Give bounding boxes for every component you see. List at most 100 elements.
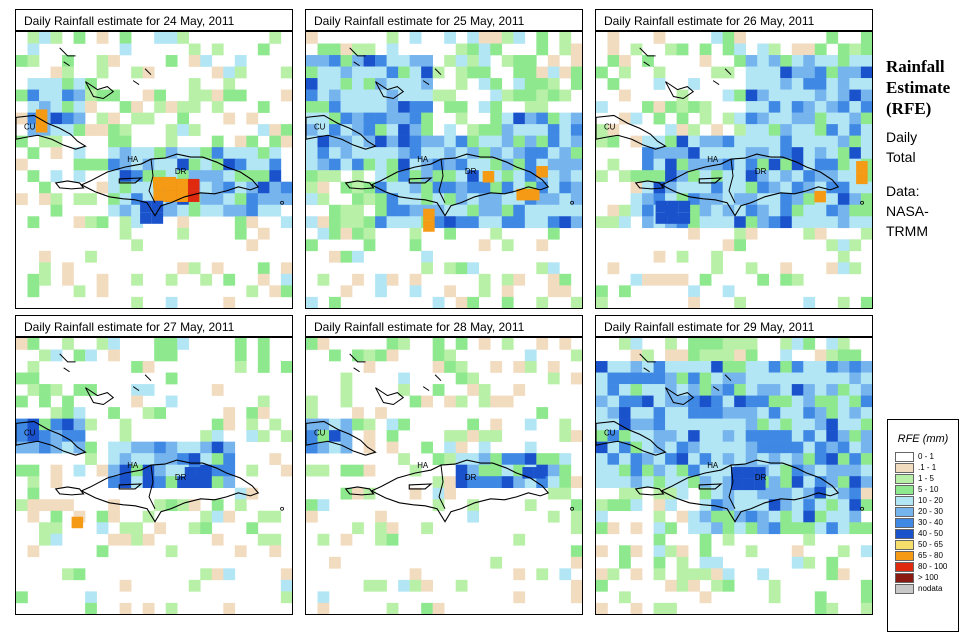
legend-label: .1 - 1: [918, 463, 937, 472]
rainfall-cell: [734, 522, 747, 535]
rainfall-cell: [653, 556, 666, 569]
coastline: [344, 180, 375, 190]
coastline: [306, 420, 377, 456]
rainfall-cell: [676, 147, 689, 159]
rainfall-cell: [837, 545, 850, 558]
rainfall-cell: [200, 181, 213, 194]
rainfall-cell: [547, 147, 560, 159]
rainfall-cell: [50, 510, 63, 523]
rainfall-cell: [699, 147, 712, 159]
rainfall-cell: [676, 407, 689, 419]
rainfall-cell: [642, 430, 654, 442]
panel-title: Daily Rainfall estimate for 28 May, 2011: [305, 315, 583, 337]
rainfall-cell: [188, 43, 201, 56]
rainfall-cell: [699, 430, 712, 442]
rainfall-cell: [780, 204, 793, 217]
rainfall-cell: [559, 193, 572, 206]
rainfall-cell: [570, 476, 582, 489]
country-border: [728, 465, 736, 509]
rainfall-cell: [745, 66, 758, 79]
rainfall-cell: [62, 568, 74, 581]
rainfall-core-cell: [655, 212, 668, 224]
rainfall-cell: [490, 158, 503, 171]
rainfall-cell: [432, 453, 445, 465]
rainfall-cell: [39, 193, 51, 206]
rainfall-cell: [791, 510, 804, 523]
rainfall-cell: [849, 476, 862, 489]
rainfall-cell: [154, 170, 167, 183]
rainfall-cell: [96, 158, 109, 171]
rainfall-cell: [444, 395, 457, 408]
rainfall-cell: [280, 181, 292, 194]
rainfall-cell: [536, 101, 549, 113]
rainfall-cell: [317, 101, 330, 113]
legend-swatch: [895, 495, 914, 506]
rainfall-cell: [596, 602, 608, 614]
rainfall-cell: [50, 464, 63, 477]
rainfall-cell: [607, 441, 620, 454]
rainfall-cell: [642, 372, 654, 385]
rainfall-cell: [340, 89, 353, 102]
rainfall-cell: [490, 135, 503, 148]
rainfall-cell: [619, 441, 631, 454]
rainfall-cell: [16, 441, 28, 454]
rainfall-cell: [177, 170, 190, 183]
country-label-cu: CU: [604, 122, 616, 131]
rainfall-cell: [340, 384, 353, 396]
rainfall-cell: [837, 510, 850, 523]
islet-marker: [280, 200, 284, 205]
rainfall-cell: [96, 32, 109, 44]
rainfall-cell: [50, 101, 63, 113]
rainfall-cell: [596, 430, 608, 442]
rainfall-cell: [849, 418, 862, 431]
rainfall-cell: [177, 158, 190, 171]
rainfall-cell: [665, 147, 677, 159]
rainfall-cell: [50, 32, 63, 44]
rainfall-cell: [39, 135, 51, 148]
rainfall-cell: [524, 216, 537, 229]
rainfall-cell: [363, 43, 376, 56]
rainfall-cell: [27, 476, 40, 489]
rainfall-cell: [596, 285, 608, 298]
rainfall-cell: [768, 407, 781, 419]
rainfall-cell: [559, 124, 572, 136]
rainfall-cell: [317, 55, 330, 67]
rainfall-cell: [490, 361, 503, 373]
rainfall-cell: [73, 441, 86, 454]
rainfall-cell: [211, 66, 224, 79]
rainfall-cell: [570, 158, 582, 171]
rainfall-cell: [398, 170, 410, 183]
rainfall-cell: [421, 78, 433, 90]
rainfall-cell: [375, 407, 387, 419]
rainfall-cell: [653, 487, 666, 500]
rainfall-cell: [653, 193, 666, 206]
rainfall-cell: [177, 338, 190, 350]
rainfall-cell: [62, 418, 74, 431]
rainfall-cell: [269, 193, 282, 206]
rainfall-cell: [524, 204, 537, 217]
rainfall-cell: [154, 101, 167, 113]
rainfall-cell: [234, 135, 247, 148]
rainfall-cell: [154, 499, 167, 512]
rainfall-cell: [73, 112, 86, 125]
rainfall-cell: [154, 476, 167, 489]
rainfall-cell: [665, 43, 677, 56]
rainfall-cell: [27, 499, 40, 512]
rainfall-cell: [676, 418, 689, 431]
rainfall-cell: [223, 158, 236, 171]
rainfall-cell: [73, 170, 86, 183]
country-label-ha: HA: [417, 461, 429, 470]
rainfall-cell: [62, 112, 74, 125]
rainfall-cell: [653, 361, 666, 373]
rainfall-cell: [791, 499, 804, 512]
rainfall-cell: [734, 181, 747, 194]
rainfall-cell: [85, 384, 97, 396]
rainfall-cell: [490, 556, 503, 569]
rainfall-cell: [108, 349, 120, 362]
rainfall-cell: [826, 407, 839, 419]
rainfall-cell: [665, 418, 677, 431]
rainfall-cell: [398, 55, 410, 67]
rainfall-cell: [570, 43, 582, 56]
rainfall-cell: [642, 407, 654, 419]
rainfall-cell: [513, 384, 526, 396]
